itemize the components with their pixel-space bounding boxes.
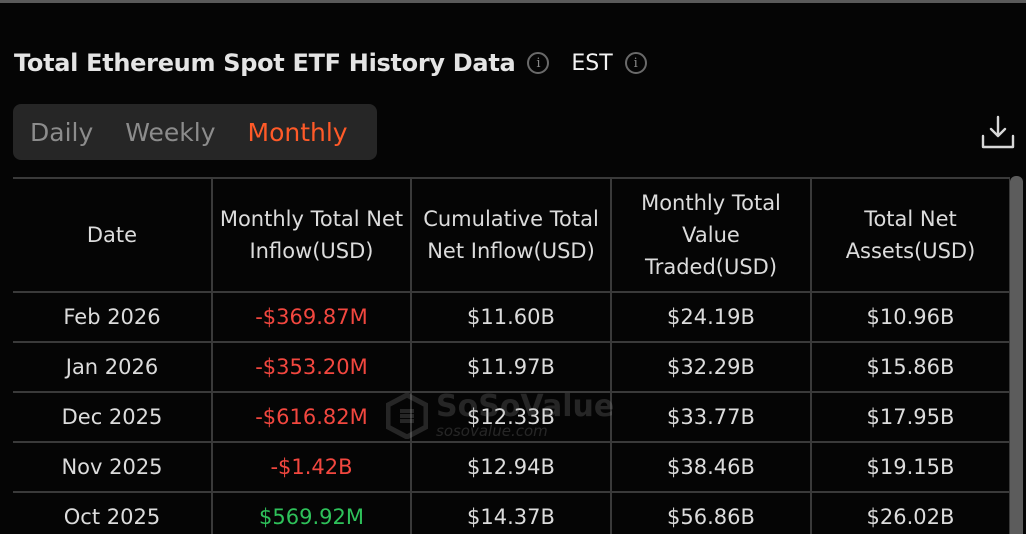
cell-value-traded: $33.77B (610, 391, 812, 443)
table-row: Dec 2025 -$616.82M $12.33B $33.77B $17.9… (13, 391, 1010, 443)
column-header-cumulative[interactable]: Cumulative Total Net Inflow(USD) (410, 177, 612, 293)
table-header-row: Date Monthly Total Net Inflow(USD) Cumul… (13, 177, 1010, 293)
cell-net-inflow: $569.92M (211, 491, 412, 534)
cell-cumulative: $12.94B (410, 441, 612, 493)
table-scrollbar[interactable] (1010, 176, 1023, 534)
table-row: Jan 2026 -$353.20M $11.97B $32.29B $15.8… (13, 341, 1010, 393)
cell-net-inflow: -$616.82M (211, 391, 412, 443)
cell-net-assets: $10.96B (810, 291, 1010, 343)
cell-date: Jan 2026 (13, 341, 213, 393)
cell-date: Nov 2025 (13, 441, 213, 493)
download-icon (981, 115, 1015, 149)
tab-monthly[interactable]: Monthly (247, 117, 348, 147)
cell-net-assets: $17.95B (810, 391, 1010, 443)
cell-date: Oct 2025 (13, 491, 213, 534)
info-icon[interactable]: i (527, 52, 550, 74)
cell-value-traded: $32.29B (610, 341, 812, 393)
cell-value-traded: $24.19B (610, 291, 812, 343)
cell-cumulative: $11.60B (410, 291, 612, 343)
cell-cumulative: $11.97B (410, 341, 612, 393)
cell-net-assets: $15.86B (810, 341, 1010, 393)
cell-net-assets: $19.15B (810, 441, 1010, 493)
table-row: Oct 2025 $569.92M $14.37B $56.86B $26.02… (13, 491, 1010, 534)
cell-cumulative: $14.37B (410, 491, 612, 534)
column-header-net-inflow[interactable]: Monthly Total Net Inflow(USD) (211, 177, 412, 293)
cell-net-inflow: -$353.20M (211, 341, 412, 393)
column-header-net-assets[interactable]: Total Net Assets(USD) (810, 177, 1010, 293)
cell-date: Feb 2026 (13, 291, 213, 343)
cell-net-inflow: -$369.87M (211, 291, 412, 343)
page-title: Total Ethereum Spot ETF History Data (14, 49, 516, 77)
cell-value-traded: $56.86B (610, 491, 812, 534)
column-header-date[interactable]: Date (13, 177, 213, 293)
history-table: Date Monthly Total Net Inflow(USD) Cumul… (13, 177, 1010, 534)
column-header-value-traded[interactable]: Monthly Total Value Traded(USD) (610, 177, 812, 293)
cell-net-assets: $26.02B (810, 491, 1010, 534)
tab-weekly[interactable]: Weekly (125, 117, 216, 147)
table-row: Nov 2025 -$1.42B $12.94B $38.46B $19.15B (13, 441, 1010, 493)
tab-daily[interactable]: Daily (30, 117, 94, 147)
period-tabs: Daily Weekly Monthly (13, 104, 377, 160)
timezone-info-icon[interactable]: i (624, 52, 647, 74)
timezone-label: EST (571, 50, 613, 76)
cell-cumulative: $12.33B (410, 391, 612, 443)
table-row: Feb 2026 -$369.87M $11.60B $24.19B $10.9… (13, 291, 1010, 343)
header: Total Ethereum Spot ETF History Data i E… (14, 46, 647, 80)
history-table-container: Date Monthly Total Net Inflow(USD) Cumul… (13, 177, 1010, 534)
cell-net-inflow: -$1.42B (211, 441, 412, 493)
cell-date: Dec 2025 (13, 391, 213, 443)
top-divider (0, 0, 1026, 3)
download-button[interactable] (980, 114, 1016, 150)
cell-value-traded: $38.46B (610, 441, 812, 493)
